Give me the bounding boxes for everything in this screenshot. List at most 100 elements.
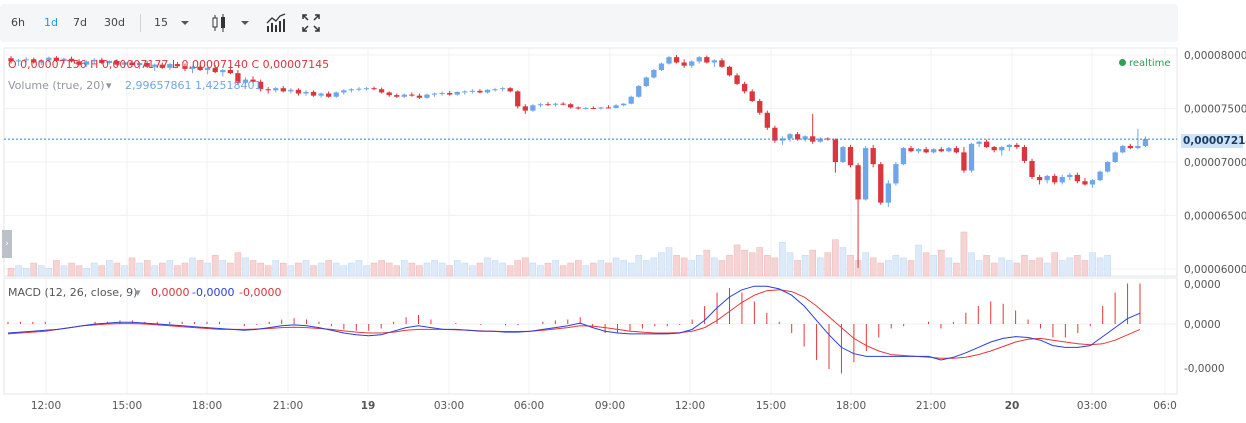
volume-bar bbox=[522, 257, 529, 277]
candle-body bbox=[1014, 144, 1020, 148]
volume-bar bbox=[809, 249, 816, 277]
volume-bar bbox=[1028, 260, 1036, 277]
volume-bar bbox=[643, 260, 650, 277]
volume-bar bbox=[242, 257, 249, 277]
volume-bar bbox=[703, 249, 711, 277]
candle-body bbox=[363, 88, 370, 90]
volume-bar bbox=[295, 262, 302, 277]
candle-body bbox=[144, 63, 150, 67]
candle-body bbox=[227, 69, 233, 74]
candlestick-icon[interactable] bbox=[211, 4, 227, 42]
candle-body bbox=[409, 94, 415, 96]
candle-body bbox=[704, 57, 710, 63]
volume-bar bbox=[832, 239, 839, 277]
interval-dropdown-icon[interactable] bbox=[180, 4, 190, 42]
candle-body bbox=[598, 107, 604, 109]
volume-bar bbox=[1013, 262, 1021, 277]
candle-body bbox=[99, 59, 105, 64]
candle-body bbox=[356, 88, 362, 90]
candle-body bbox=[613, 105, 619, 108]
volume-bar bbox=[264, 265, 272, 277]
volume-bar bbox=[1043, 262, 1051, 277]
range-30d-button[interactable]: 30d bbox=[104, 16, 125, 29]
volume-bar bbox=[635, 255, 643, 277]
collapse-panel-button[interactable]: › bbox=[2, 230, 12, 258]
price-tick: 0,00007000 bbox=[1184, 157, 1246, 169]
time-tick: 03:00 bbox=[1077, 400, 1107, 412]
price-chart[interactable]: 12:00 15:00 18:00 21:00 19 03:00 06:00 09:00 12:… bbox=[0, 44, 1246, 419]
candle-body bbox=[681, 62, 687, 66]
time-tick: 20 bbox=[1005, 400, 1020, 412]
volume-bar bbox=[1074, 255, 1081, 277]
volume-bar bbox=[22, 267, 30, 277]
macd-histogram-value: -0,0000 bbox=[239, 286, 282, 299]
candle-body bbox=[1142, 139, 1149, 146]
candle-body bbox=[855, 165, 861, 200]
volume-legend-label[interactable]: Volume (true, 20) bbox=[8, 79, 105, 92]
candle-body bbox=[167, 64, 173, 68]
volume-bar bbox=[915, 244, 922, 277]
volume-bar bbox=[960, 231, 968, 277]
candle-body bbox=[1105, 162, 1111, 172]
macd-legend-label[interactable]: MACD (12, 26, close, 9) bbox=[8, 286, 138, 299]
candle-body bbox=[915, 149, 922, 152]
volume-bar bbox=[227, 262, 234, 277]
time-tick: 21:00 bbox=[916, 400, 946, 412]
candle-body bbox=[68, 58, 75, 62]
candle-body bbox=[91, 59, 97, 62]
candle-body bbox=[76, 61, 82, 65]
candle-body bbox=[1059, 176, 1065, 183]
candle-body bbox=[386, 92, 392, 96]
candle-body bbox=[643, 77, 649, 87]
volume-bar bbox=[423, 262, 431, 277]
candle-body bbox=[152, 64, 158, 67]
candle-body bbox=[749, 91, 755, 102]
volume-bar bbox=[491, 260, 499, 277]
volume-bar bbox=[30, 262, 37, 277]
candle-body bbox=[333, 92, 339, 97]
fullscreen-icon[interactable] bbox=[301, 4, 321, 42]
chart-type-dropdown-icon[interactable] bbox=[240, 4, 250, 42]
volume-bar bbox=[446, 265, 453, 277]
volume-bar bbox=[174, 265, 181, 277]
candle-body bbox=[84, 61, 90, 65]
volume-legend-dropdown-icon[interactable]: ▾ bbox=[106, 79, 112, 92]
volume-bar bbox=[499, 262, 506, 277]
candle-body bbox=[401, 94, 407, 97]
macd-legend-dropdown-icon[interactable]: ▾ bbox=[135, 286, 141, 299]
candle-body bbox=[447, 92, 453, 95]
candle-body bbox=[711, 60, 718, 63]
volume-bar bbox=[121, 265, 128, 277]
chart-area[interactable]: 12:00 15:00 18:00 21:00 19 03:00 06:00 09:00 12:… bbox=[0, 44, 1246, 419]
volume-bar bbox=[983, 255, 990, 277]
volume-bar bbox=[257, 262, 264, 277]
candle-body bbox=[908, 148, 914, 152]
macd-tick: 0,0000 bbox=[1184, 279, 1221, 291]
volume-bar bbox=[151, 265, 158, 277]
macd-pane-frame bbox=[3, 277, 1178, 395]
candle-body bbox=[280, 88, 286, 92]
interval-value[interactable]: 15 bbox=[154, 16, 168, 29]
volume-bar bbox=[469, 265, 476, 277]
volume-bar bbox=[15, 265, 22, 277]
candle-body bbox=[885, 183, 891, 203]
volume-bar bbox=[733, 244, 741, 277]
indicators-icon[interactable] bbox=[266, 4, 286, 42]
volume-bar bbox=[106, 260, 113, 277]
volume-bar bbox=[317, 262, 325, 277]
candle-body bbox=[772, 127, 778, 141]
candle-body bbox=[583, 107, 589, 109]
range-6h-button[interactable]: 6h bbox=[11, 16, 25, 29]
candle-body bbox=[1074, 174, 1081, 182]
range-1d-button[interactable]: 1d bbox=[44, 16, 58, 29]
candle-body bbox=[1120, 145, 1126, 153]
candle-body bbox=[61, 58, 67, 61]
candle-body bbox=[515, 91, 521, 107]
range-7d-button[interactable]: 7d bbox=[73, 16, 87, 29]
price-tick: 0,00006500 bbox=[1184, 211, 1246, 223]
volume-bar bbox=[764, 255, 771, 277]
volume-bar bbox=[68, 262, 75, 277]
volume-bar bbox=[544, 262, 552, 277]
volume-bar bbox=[143, 260, 151, 277]
realtime-label: realtime bbox=[1129, 58, 1171, 69]
